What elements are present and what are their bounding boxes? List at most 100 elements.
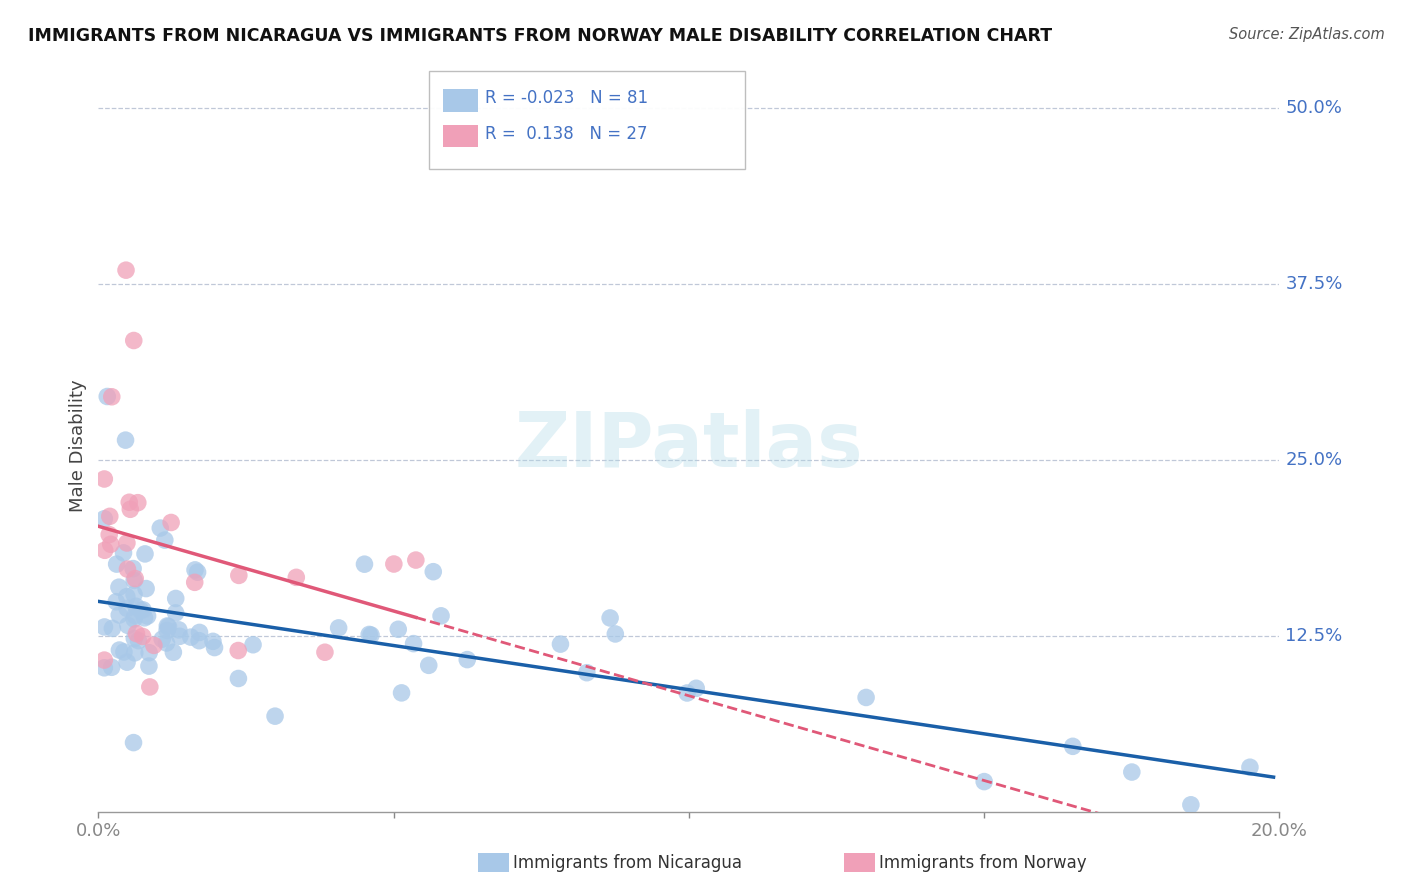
Point <box>1062 739 1084 754</box>
Point <box>165 591 187 606</box>
Point <box>105 557 128 571</box>
Point <box>115 263 138 277</box>
Point <box>122 587 145 601</box>
Text: 25.0%: 25.0% <box>1285 451 1343 469</box>
Point <box>676 686 699 700</box>
Point <box>382 557 405 571</box>
Point <box>98 509 121 524</box>
Point <box>122 736 145 750</box>
Point <box>402 637 425 651</box>
Text: 37.5%: 37.5% <box>1285 276 1343 293</box>
Point <box>153 533 176 547</box>
Point <box>93 620 115 634</box>
Point <box>183 575 205 590</box>
Point <box>264 709 287 723</box>
Y-axis label: Male Disability: Male Disability <box>69 380 87 512</box>
Point <box>124 646 146 660</box>
Point <box>685 681 707 696</box>
Point <box>129 603 152 617</box>
Point <box>187 565 209 579</box>
Point <box>115 590 138 604</box>
Point <box>157 619 180 633</box>
Point <box>167 623 190 637</box>
Point <box>117 562 139 576</box>
Point <box>242 638 264 652</box>
Point <box>115 601 138 615</box>
Point <box>93 512 115 526</box>
Point <box>96 390 118 404</box>
Point <box>118 495 141 509</box>
Point <box>120 502 142 516</box>
Point <box>138 646 160 660</box>
Point <box>150 632 173 647</box>
Point <box>188 625 211 640</box>
Point <box>1180 797 1202 812</box>
Point <box>226 643 249 657</box>
Point <box>314 645 336 659</box>
Point <box>575 665 598 680</box>
Point <box>100 390 122 404</box>
Point <box>122 334 145 348</box>
Point <box>117 618 139 632</box>
Point <box>93 661 115 675</box>
Text: 12.5%: 12.5% <box>1285 627 1343 645</box>
Point <box>422 565 444 579</box>
Point <box>353 557 375 571</box>
Point <box>132 603 155 617</box>
Point <box>550 637 572 651</box>
Point <box>115 536 138 550</box>
Point <box>1239 760 1261 774</box>
Text: R =  0.138   N = 27: R = 0.138 N = 27 <box>485 125 648 143</box>
Point <box>359 627 381 641</box>
Point <box>204 640 226 655</box>
Point <box>391 686 413 700</box>
Point <box>93 653 115 667</box>
Point <box>228 568 250 582</box>
Point <box>328 621 350 635</box>
Point <box>155 636 177 650</box>
Point <box>285 570 308 584</box>
Point <box>108 607 131 622</box>
Point <box>100 537 122 551</box>
Point <box>599 611 621 625</box>
Point <box>135 582 157 596</box>
Point <box>162 645 184 659</box>
Point <box>360 628 382 642</box>
Point <box>184 563 207 577</box>
Point <box>456 652 478 666</box>
Point <box>156 624 179 638</box>
Text: Immigrants from Norway: Immigrants from Norway <box>879 854 1087 871</box>
Point <box>100 660 122 674</box>
Point <box>387 622 409 636</box>
Point <box>165 606 187 620</box>
Point <box>112 546 135 560</box>
Point <box>93 543 115 558</box>
Point <box>139 680 162 694</box>
Point <box>127 496 149 510</box>
Point <box>101 621 124 635</box>
Point <box>108 643 131 657</box>
Point <box>180 630 202 644</box>
Point <box>142 639 165 653</box>
Point <box>418 658 440 673</box>
Point <box>405 553 427 567</box>
Point <box>108 580 131 594</box>
Point <box>122 574 145 588</box>
Point <box>124 608 146 623</box>
Point <box>122 561 145 575</box>
Text: R = -0.023   N = 81: R = -0.023 N = 81 <box>485 89 648 107</box>
Point <box>131 629 153 643</box>
Point <box>228 672 250 686</box>
Point <box>124 632 146 646</box>
Point <box>188 633 211 648</box>
Text: Source: ZipAtlas.com: Source: ZipAtlas.com <box>1229 27 1385 42</box>
Point <box>156 619 179 633</box>
Point <box>115 655 138 669</box>
Point <box>169 629 191 643</box>
Point <box>973 774 995 789</box>
Point <box>98 527 121 541</box>
Point <box>605 627 627 641</box>
Point <box>122 612 145 626</box>
Text: Immigrants from Nicaragua: Immigrants from Nicaragua <box>513 854 742 871</box>
Text: ZIPatlas: ZIPatlas <box>515 409 863 483</box>
